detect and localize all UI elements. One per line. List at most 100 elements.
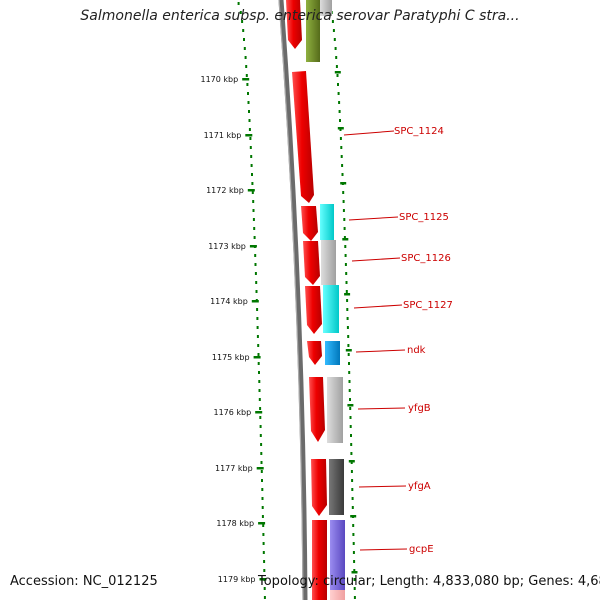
ruler-dot [254,272,257,275]
gene-label-spc-1127[interactable]: SPC_1127 [403,300,453,311]
ruler-dot [262,524,265,527]
ruler-dot [351,497,354,500]
ruler-dot [257,344,260,347]
gene-label-spc-1124[interactable]: SPC_1124 [394,126,444,137]
ruler-dot [261,488,264,491]
gene-labels: SPC_1124 SPC_1125 SPC_1126 SPC_1127 ndk … [343,126,453,555]
ruler-dot [337,92,340,95]
ruler-dot [349,416,352,419]
ruler-dot [335,56,338,59]
ruler-dot [353,596,356,599]
cog-block [330,520,345,600]
ruler-dot [336,74,339,77]
gene-label-yfgb[interactable]: yfgB [408,403,431,414]
ruler-dot [260,461,263,464]
ruler-dot [263,569,266,572]
ruler-dot [255,281,258,284]
ruler-dot [353,560,356,563]
ruler-tick-label: 1174 kbp [210,297,248,306]
gene-label-yfga[interactable]: yfgA [408,481,431,492]
gene-features [286,0,345,600]
ruler-dot [351,488,354,491]
ruler-dot [342,209,345,212]
ruler-tick-label: 1171 kbp [204,131,242,140]
ruler-dot [249,137,252,140]
ruler-dot [256,335,259,338]
ruler-tick-label: 1172 kbp [206,186,244,195]
ruler-dot [251,173,253,176]
ruler-dot [241,20,244,23]
ruler-tick-label: 1177 kbp [215,464,253,473]
ruler-tick-label: 1178 kbp [216,519,254,528]
gene-label-ndk[interactable]: ndk [407,345,426,356]
ruler-tick [258,522,266,525]
ruler-dot [248,128,251,131]
ruler-dot [237,2,240,5]
ruler-tick-minor [337,127,344,130]
ruler-dot [262,542,265,545]
ruler-dot [256,317,259,320]
ruler-dot [261,515,264,518]
ruler-dot [257,353,260,356]
leader-line [357,407,406,410]
ruler-dot [353,569,356,572]
ruler-dot [252,209,255,212]
ruler-dot [346,317,349,320]
genome-backbone [278,0,308,600]
ruler-dot [262,551,265,554]
ruler-dot [255,290,258,293]
ruler-dot [243,38,245,41]
ruler-dot [258,398,261,401]
leader-line [353,304,403,309]
ruler-dot [339,137,342,140]
ruler-tick [253,356,261,359]
cog-block [325,341,340,365]
ruler-tick-label: 1179 kbp [218,575,256,584]
ruler-tick-minor [351,571,358,574]
ruler-dot [346,308,349,311]
gene-label-gcpe[interactable]: gcpE [409,544,434,555]
ruler-dot [345,290,348,293]
ruler-dot [250,155,253,158]
ruler-dot [261,479,263,482]
leader-line [351,257,401,262]
ruler-dot [257,362,260,365]
ruler-tick-minor [347,404,354,407]
ruler-dot [244,56,247,59]
leader-line [358,485,407,488]
ruler-tick-label: 1176 kbp [213,408,251,417]
ruler-tick-minor [344,293,351,296]
ruler-dot [348,362,350,365]
ruler-dot [245,65,248,68]
ruler-dot [342,200,345,203]
ruler-dot [350,452,353,455]
cog-block [306,0,320,62]
ruler-dot [259,425,262,428]
ruler-dot [252,200,255,203]
ruler-dot [253,236,256,239]
gene-arrow [305,286,322,334]
ruler-dot [338,101,341,104]
ruler-dot [245,74,248,77]
ruler-dot [340,146,343,149]
ruler-dot [333,38,336,41]
ruler-dot [338,110,341,113]
ruler-dot [247,101,250,104]
ruler-dot [339,119,341,122]
ruler-dot [260,452,263,455]
ruler-dot [248,119,251,122]
ruler-dot [344,254,347,257]
gene-label-spc-1126[interactable]: SPC_1126 [401,253,451,264]
ruler-tick [255,411,263,414]
ruler-dot [254,263,257,266]
gene-label-spc-1125[interactable]: SPC_1125 [399,212,449,223]
ruler-dot [345,272,348,275]
gene-arrow [286,0,302,49]
ruler-tick [251,300,259,303]
leader-line [359,548,408,551]
ruler-dot [347,353,350,356]
ruler-dot [331,20,334,23]
ruler-dot [341,173,344,176]
ruler-dot [239,11,242,14]
ruler-tick-minor [345,349,352,352]
